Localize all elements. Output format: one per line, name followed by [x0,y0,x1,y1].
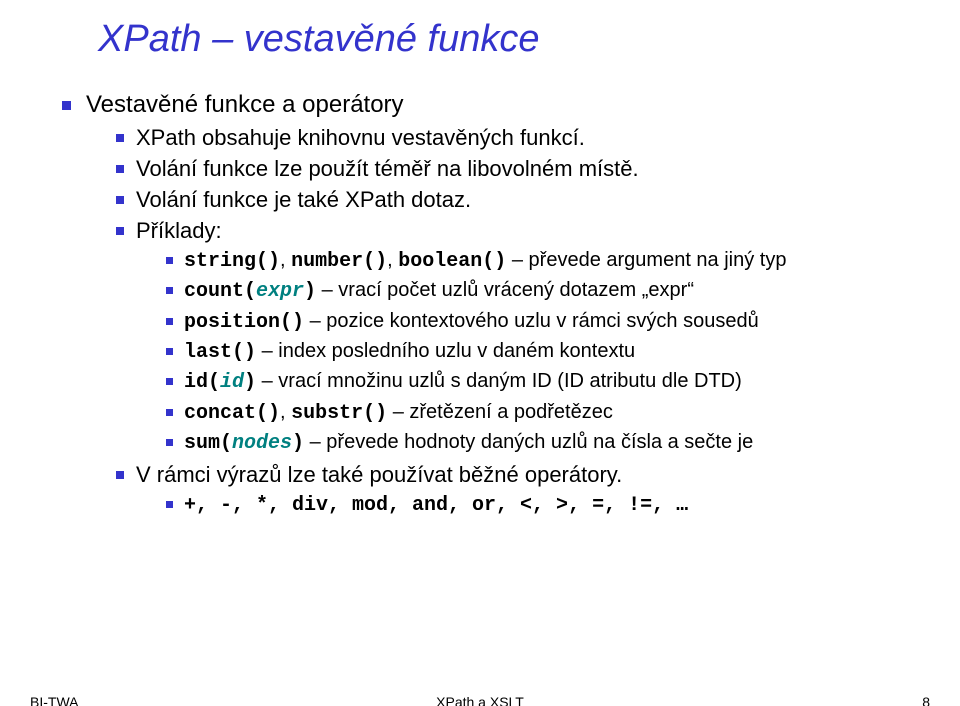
lvl2-item: V rámci výrazů lze také používat běžné o… [104,460,910,519]
desc: – pozice kontextového uzlu v rámci svých… [310,310,759,332]
code: last() [184,341,256,364]
desc: – převede argument na jiný typ [512,249,787,271]
lvl2-text: XPath obsahuje knihovnu vestavěných funk… [136,125,585,150]
lvl2-text: Volání funkce lze použít téměř na libovo… [136,156,639,181]
bullet-list-lvl3: +, -, *, div, mod, and, or, <, >, =, !=,… [136,491,910,519]
lvl2-text: Volání funkce je také XPath dotaz. [136,187,471,212]
bullet-list-lvl1: Vestavěné funkce a operátory XPath obsah… [50,89,910,519]
desc: – převede hodnoty daných uzlů na čísla a… [310,431,754,453]
code: sum( [184,432,232,455]
operators-list: +, -, *, div, mod, and, or, <, >, =, !=,… [184,494,688,517]
lvl3-item: count(expr) – vrací počet uzlů vrácený d… [154,277,910,305]
desc: – vrací množinu uzlů s daným ID (ID atri… [262,370,742,392]
sep: , [387,249,398,271]
footer-center: XPath a XSLT [0,694,960,706]
desc: – vrací počet uzlů vrácený dotazem „expr… [322,279,694,301]
code: concat() [184,402,280,425]
code: position() [184,311,304,334]
lvl1-text: Vestavěné funkce a operátory [86,91,404,118]
lvl2-text: V rámci výrazů lze také používat běžné o… [136,462,622,487]
bullet-list-lvl2: XPath obsahuje knihovnu vestavěných funk… [86,123,910,519]
desc: – zřetězení a podřetězec [393,401,613,423]
lvl1-item: Vestavěné funkce a operátory XPath obsah… [50,89,910,519]
lvl3-item: id(id) – vrací množinu uzlů s daným ID (… [154,368,910,396]
code: ) [304,280,316,303]
sep: , [280,249,291,271]
code: substr() [291,402,387,425]
lvl2-item: XPath obsahuje knihovnu vestavěných funk… [104,123,910,152]
lvl3-item: position() – pozice kontextového uzlu v … [154,308,910,336]
code: string() [184,250,280,273]
slide-title: XPath – vestavěné funkce [98,18,910,61]
code: boolean() [398,250,506,273]
code: number() [291,250,387,273]
footer-right: 8 [922,694,930,706]
lvl3-item: sum(nodes) – převede hodnoty daných uzlů… [154,429,910,457]
code-arg: expr [256,280,304,303]
lvl3-item: +, -, *, div, mod, and, or, <, >, =, !=,… [154,491,910,519]
lvl3-item: concat(), substr() – zřetězení a podřetě… [154,399,910,427]
slide: XPath – vestavěné funkce Vestavěné funkc… [0,0,960,706]
code: id( [184,371,220,394]
lvl3-item: string(), number(), boolean() – převede … [154,247,910,275]
sep: , [280,401,291,423]
code: count( [184,280,256,303]
lvl3-item: last() – index posledního uzlu v daném k… [154,338,910,366]
bullet-list-lvl3: string(), number(), boolean() – převede … [136,247,910,458]
lvl2-item: Příklady: string(), number(), boolean() … [104,216,910,458]
lvl2-item: Volání funkce je také XPath dotaz. [104,185,910,214]
code-arg: nodes [232,432,292,455]
code: ) [292,432,304,455]
code: ) [244,371,256,394]
code-arg: id [220,371,244,394]
lvl2-item: Volání funkce lze použít téměř na libovo… [104,154,910,183]
lvl2-text: Příklady: [136,218,222,243]
desc: – index posledního uzlu v daném kontextu [262,340,636,362]
